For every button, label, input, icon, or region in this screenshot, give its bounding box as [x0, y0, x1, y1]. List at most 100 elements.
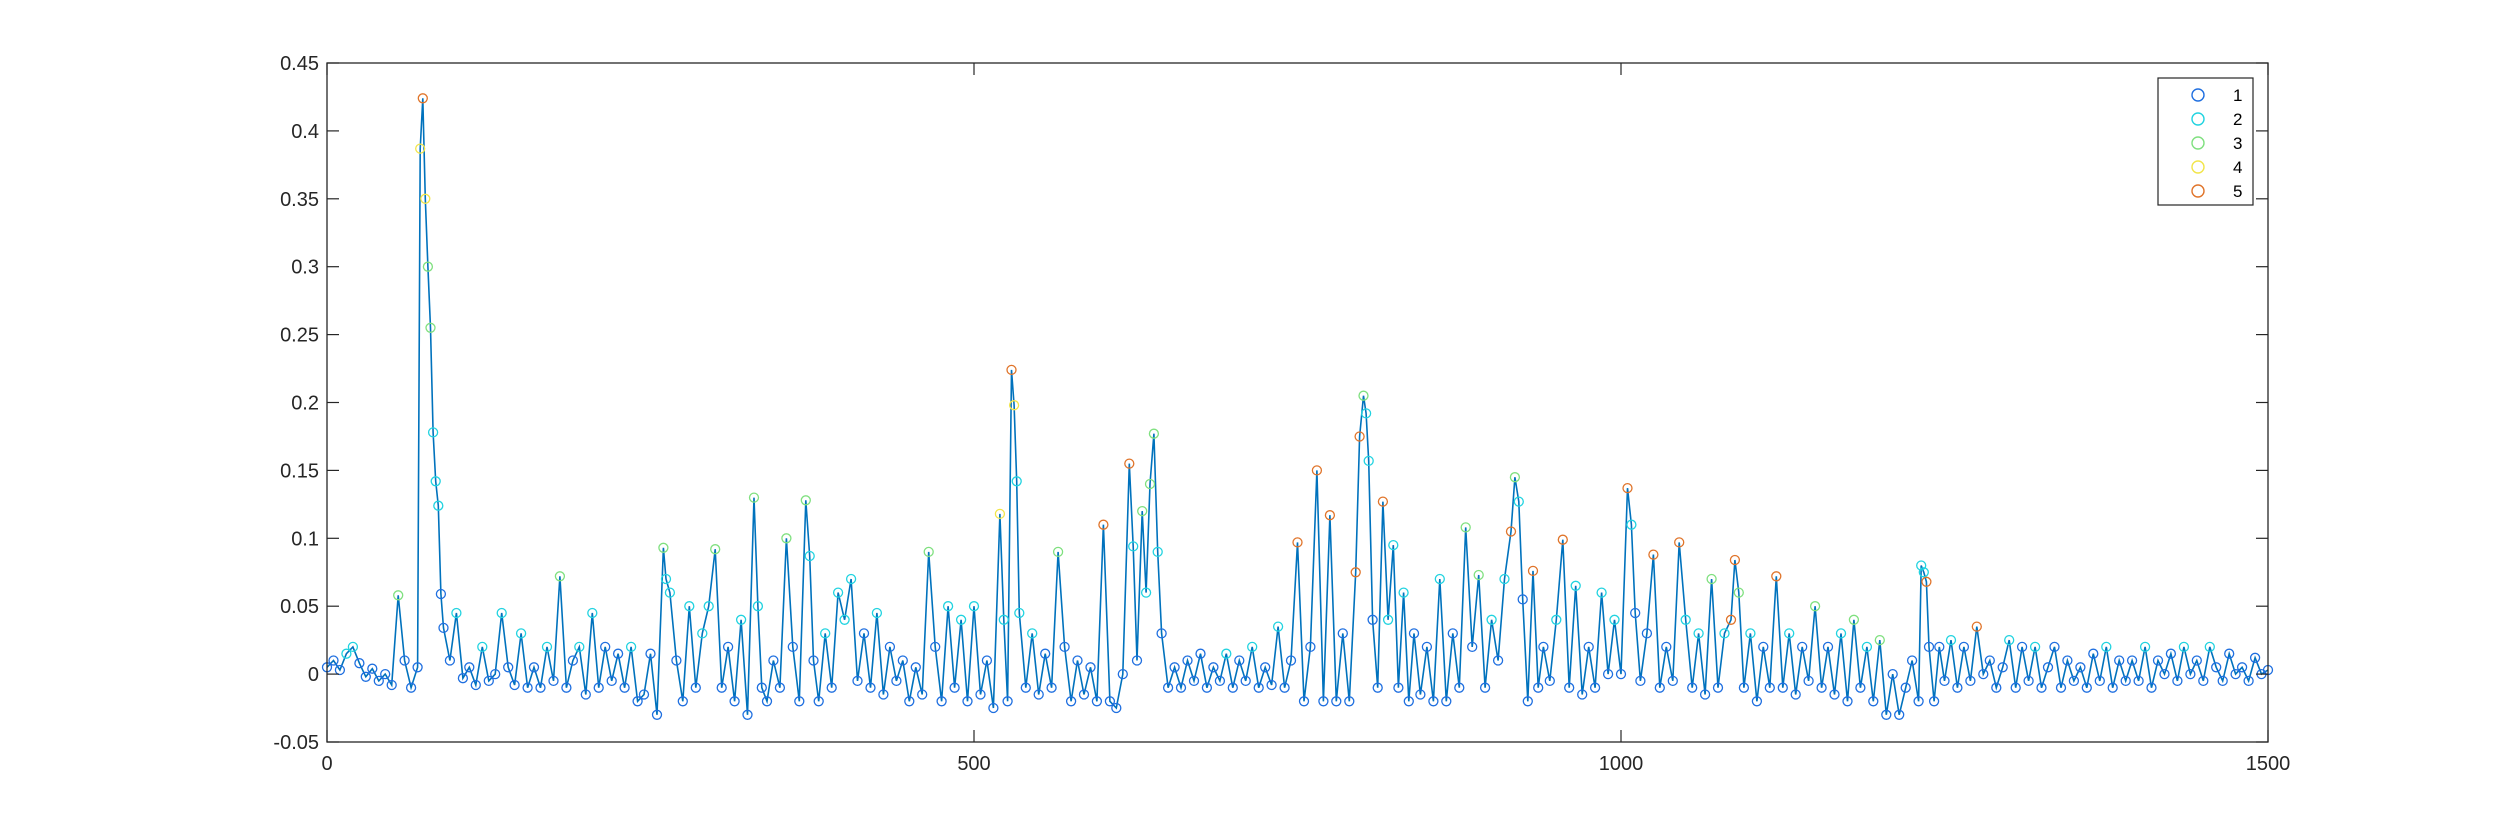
- data-point-class-1: [2185, 668, 2196, 680]
- data-point-class-1: [1421, 641, 1433, 653]
- data-point-class-1: [1040, 648, 1051, 659]
- data-point-class-5: [1324, 510, 1336, 521]
- data-point-class-2: [2029, 641, 2041, 653]
- data-point-class-3: [1509, 472, 1521, 483]
- data-point-class-1: [2191, 655, 2202, 666]
- data-point-class-1: [1589, 682, 1601, 693]
- data-point-class-2: [2178, 641, 2190, 653]
- legend-marker-1: [2191, 88, 2205, 102]
- data-point-class-1: [2114, 655, 2125, 666]
- data-point-class-1: [852, 675, 863, 687]
- data-point-class-1: [1344, 696, 1355, 707]
- data-point-class-1: [2016, 641, 2028, 653]
- data-point-class-2: [1945, 634, 1957, 646]
- data-point-class-2: [451, 607, 462, 619]
- data-point-class-1: [1777, 682, 1788, 693]
- data-point-class-1: [1984, 655, 1995, 666]
- data-point-class-3: [1706, 573, 1717, 585]
- data-point-class-1: [1797, 641, 1808, 653]
- data-point-class-4: [420, 193, 431, 204]
- data-point-class-1: [2243, 675, 2254, 687]
- data-point-class-2: [871, 607, 883, 619]
- data-point-class-1: [1958, 641, 1970, 653]
- data-point-class-1: [470, 679, 481, 691]
- data-point-class-1: [774, 682, 786, 693]
- plot-area: [327, 63, 2268, 742]
- data-point-class-2: [427, 427, 439, 438]
- data-point-class-2: [541, 641, 553, 653]
- data-point-class-3: [1052, 546, 1064, 558]
- data-point-class-3: [800, 495, 811, 506]
- data-point-class-1: [399, 655, 410, 666]
- data-point-class-1: [1285, 655, 1297, 666]
- data-point-class-2: [1570, 580, 1581, 591]
- data-point-class-1: [1046, 682, 1057, 693]
- data-point-class-5: [1124, 458, 1135, 469]
- data-point-class-5: [1674, 537, 1685, 548]
- data-point-class-1: [1454, 682, 1465, 693]
- data-point-class-1: [1298, 696, 1310, 707]
- data-point-class-1: [910, 662, 921, 673]
- data-point-class-1: [1162, 682, 1174, 693]
- data-point-class-1: [1253, 682, 1264, 693]
- data-point-class-1: [2172, 675, 2183, 687]
- data-point-class-1: [1305, 641, 1316, 653]
- data-point-class-3: [923, 546, 934, 558]
- data-point-class-1: [949, 682, 960, 693]
- data-point-class-2: [1918, 567, 1929, 578]
- data-point-class-1: [1654, 682, 1665, 693]
- data-point-class-5: [1771, 571, 1782, 582]
- data-point-class-1: [1641, 628, 1653, 639]
- data-point-class-2: [1363, 455, 1374, 467]
- data-point-class-1: [1855, 682, 1866, 693]
- data-point-class-1: [1900, 682, 1911, 693]
- data-point-class-1: [1978, 668, 1989, 680]
- data-point-class-1: [412, 662, 423, 673]
- data-point-class-1: [813, 696, 824, 707]
- data-point-class-2: [477, 641, 488, 653]
- data-point-class-2: [1152, 546, 1163, 558]
- legend-marker-4: [2191, 160, 2205, 174]
- data-point-class-2: [820, 628, 831, 639]
- data-point-class-2: [703, 601, 714, 612]
- y-tick-label: 0.25: [280, 325, 319, 347]
- data-point-class-3: [658, 542, 669, 553]
- data-point-class-5: [1527, 565, 1539, 577]
- data-point-class-1: [1078, 689, 1090, 700]
- legend-label-2: 2: [2233, 110, 2242, 129]
- data-point-class-1: [645, 648, 656, 659]
- data-point-class-1: [1447, 628, 1458, 639]
- data-point-class-3: [1848, 614, 1860, 625]
- y-tick-label: 0.35: [280, 189, 319, 211]
- data-point-class-1: [386, 679, 397, 691]
- data-point-class-1: [1829, 689, 1840, 700]
- data-point-class-1: [2010, 682, 2021, 693]
- data-point-class-1: [2023, 675, 2034, 687]
- data-point-class-1: [2088, 648, 2099, 659]
- data-point-class-1: [1002, 696, 1013, 707]
- data-point-class-2: [1596, 587, 1607, 598]
- data-point-class-1: [1020, 682, 1031, 693]
- data-point-class-1: [930, 641, 941, 653]
- data-point-class-1: [334, 664, 346, 676]
- data-point-class-1: [509, 679, 520, 691]
- data-point-class-2: [433, 500, 444, 511]
- data-point-class-3: [422, 261, 434, 272]
- legend-marker-5: [2191, 184, 2205, 198]
- data-point-class-2: [1719, 628, 1730, 639]
- data-point-class-2: [574, 641, 585, 653]
- data-point-class-1: [722, 641, 734, 653]
- data-point-class-5: [1377, 496, 1389, 507]
- data-point-class-2: [1835, 628, 1847, 639]
- data-point-class-1: [2094, 675, 2105, 687]
- data-point-class-1: [522, 682, 533, 693]
- data-point-class-1: [1952, 682, 1963, 693]
- data-point-class-1: [1467, 641, 1478, 653]
- data-point-class-1: [1758, 641, 1769, 653]
- data-point-class-1: [1533, 682, 1544, 693]
- data-point-class-1: [1822, 641, 1834, 653]
- data-point-class-2: [496, 607, 507, 619]
- data-point-class-1: [1913, 696, 1924, 707]
- data-point-class-2: [664, 587, 676, 598]
